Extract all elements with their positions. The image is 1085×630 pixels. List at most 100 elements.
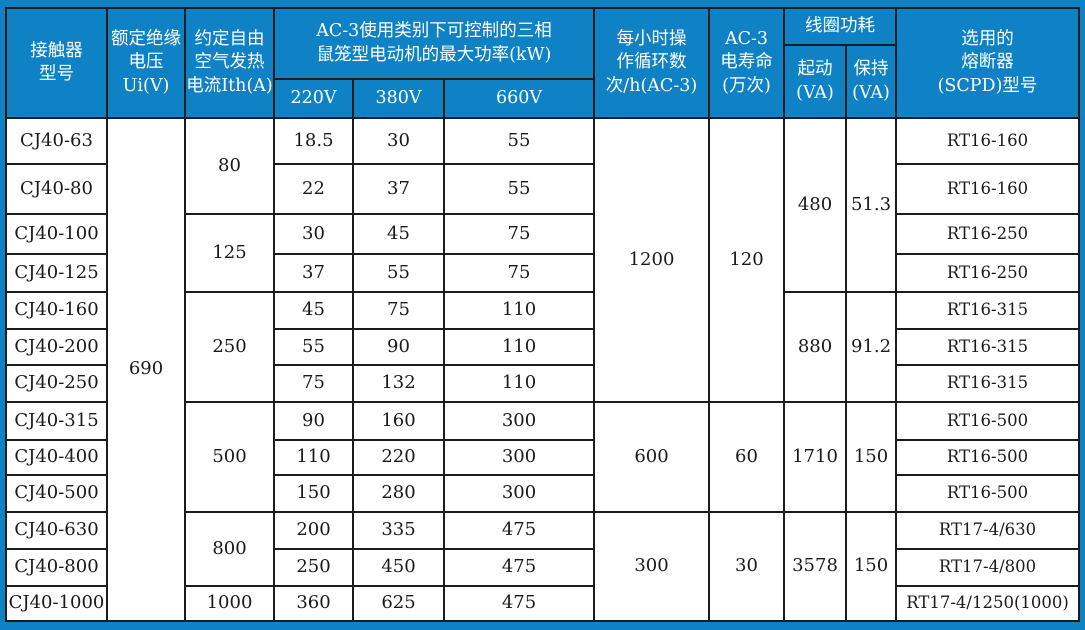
power-660-cell: 75 — [445, 255, 593, 291]
power-660-cell: 300 — [445, 403, 593, 439]
model-cell: CJ40-400 — [7, 441, 106, 474]
header-coil-power: 线圈功耗 — [785, 9, 895, 44]
power-660-cell: 110 — [445, 366, 593, 401]
fuse-cell: RT16-160 — [897, 165, 1078, 213]
thermal-current-cell: 125 — [186, 215, 273, 291]
header-thermal-current: 约定自由 空气发热 电流Ith(A) — [186, 9, 273, 117]
coil-start-cell: 3578 — [785, 513, 845, 620]
fuse-cell: RT16-500 — [897, 403, 1078, 439]
coil-start-cell: 880 — [785, 293, 845, 401]
header-380v: 380V — [354, 80, 443, 117]
header-ac3-max-power: AC-3使用类别下可控制的三相 鼠笼型电动机的最大功率(kW) — [275, 9, 593, 78]
thermal-current-cell: 250 — [186, 293, 273, 401]
fuse-cell: RT16-160 — [897, 119, 1078, 163]
thermal-current-cell: 1000 — [186, 587, 273, 620]
power-660-cell: 300 — [445, 441, 593, 474]
header-fuse-model: 选用的 熔断器 (SCPD)型号 — [897, 9, 1078, 117]
power-220-cell: 250 — [275, 550, 352, 585]
power-220-cell: 75 — [275, 366, 352, 401]
model-cell: CJ40-315 — [7, 403, 106, 439]
power-220-cell: 30 — [275, 215, 352, 253]
electrical-life-cell: 30 — [710, 513, 783, 620]
power-660-cell: 110 — [445, 293, 593, 328]
power-380-cell: 30 — [354, 119, 443, 163]
cycles-cell: 300 — [595, 513, 708, 620]
coil-start-cell: 1710 — [785, 403, 845, 511]
thermal-current-cell: 80 — [186, 119, 273, 213]
power-220-cell: 22 — [275, 165, 352, 213]
thermal-current-cell: 800 — [186, 513, 273, 585]
thermal-current-cell: 500 — [186, 403, 273, 511]
power-380-cell: 280 — [354, 476, 443, 511]
contactor-spec-table: 接触器 型号 额定绝缘 电压Ui(V) 约定自由 空气发热 电流Ith(A) A… — [5, 7, 1080, 622]
header-coil-hold: 保持 (VA) — [847, 46, 895, 117]
electrical-life-cell: 60 — [710, 403, 783, 511]
power-220-cell: 110 — [275, 441, 352, 474]
fuse-cell: RT17-4/1250(1000) — [897, 587, 1078, 620]
header-electrical-life: AC-3 电寿命 (万次) — [710, 9, 783, 117]
power-380-cell: 160 — [354, 403, 443, 439]
header-coil-start: 起动 (VA) — [785, 46, 845, 117]
power-380-cell: 132 — [354, 366, 443, 401]
coil-start-cell: 480 — [785, 119, 845, 291]
power-220-cell: 45 — [275, 293, 352, 328]
power-220-cell: 200 — [275, 513, 352, 548]
coil-hold-cell: 91.2 — [847, 293, 895, 401]
power-220-cell: 37 — [275, 255, 352, 291]
fuse-cell: RT17-4/630 — [897, 513, 1078, 548]
power-660-cell: 475 — [445, 550, 593, 585]
power-660-cell: 300 — [445, 476, 593, 511]
power-660-cell: 475 — [445, 513, 593, 548]
cycles-cell: 1200 — [595, 119, 708, 401]
fuse-cell: RT16-250 — [897, 215, 1078, 253]
power-380-cell: 75 — [354, 293, 443, 328]
cycles-cell: 600 — [595, 403, 708, 511]
header-cycles-per-hour: 每小时操 作循环数 次/h(AC-3) — [595, 9, 708, 117]
power-380-cell: 37 — [354, 165, 443, 213]
model-cell: CJ40-800 — [7, 550, 106, 585]
power-660-cell: 55 — [445, 119, 593, 163]
power-220-cell: 55 — [275, 330, 352, 364]
fuse-cell: RT16-500 — [897, 441, 1078, 474]
fuse-cell: RT16-315 — [897, 366, 1078, 401]
power-220-cell: 90 — [275, 403, 352, 439]
power-660-cell: 75 — [445, 215, 593, 253]
coil-hold-cell: 51.3 — [847, 119, 895, 291]
model-cell: CJ40-200 — [7, 330, 106, 364]
power-380-cell: 335 — [354, 513, 443, 548]
model-cell: CJ40-250 — [7, 366, 106, 401]
power-380-cell: 45 — [354, 215, 443, 253]
coil-hold-cell: 150 — [847, 403, 895, 511]
power-220-cell: 150 — [275, 476, 352, 511]
model-cell: CJ40-630 — [7, 513, 106, 548]
power-660-cell: 475 — [445, 587, 593, 620]
power-660-cell: 110 — [445, 330, 593, 364]
header-660v: 660V — [445, 80, 593, 117]
model-cell: CJ40-100 — [7, 215, 106, 253]
power-380-cell: 450 — [354, 550, 443, 585]
fuse-cell: RT16-315 — [897, 330, 1078, 364]
fuse-cell: RT16-500 — [897, 476, 1078, 511]
model-cell: CJ40-160 — [7, 293, 106, 328]
power-220-cell: 360 — [275, 587, 352, 620]
power-380-cell: 90 — [354, 330, 443, 364]
header-contactor-model: 接触器 型号 — [7, 9, 106, 117]
model-cell: CJ40-500 — [7, 476, 106, 511]
model-cell: CJ40-1000 — [7, 587, 106, 620]
rated-voltage-cell: 690 — [108, 119, 184, 620]
header-220v: 220V — [275, 80, 352, 117]
fuse-cell: RT17-4/800 — [897, 550, 1078, 585]
model-cell: CJ40-125 — [7, 255, 106, 291]
model-cell: CJ40-63 — [7, 119, 106, 163]
fuse-cell: RT16-315 — [897, 293, 1078, 328]
power-380-cell: 220 — [354, 441, 443, 474]
power-380-cell: 625 — [354, 587, 443, 620]
header-rated-voltage: 额定绝缘 电压Ui(V) — [108, 9, 184, 117]
power-380-cell: 55 — [354, 255, 443, 291]
power-660-cell: 55 — [445, 165, 593, 213]
model-cell: CJ40-80 — [7, 165, 106, 213]
fuse-cell: RT16-250 — [897, 255, 1078, 291]
electrical-life-cell: 120 — [710, 119, 783, 401]
power-220-cell: 18.5 — [275, 119, 352, 163]
